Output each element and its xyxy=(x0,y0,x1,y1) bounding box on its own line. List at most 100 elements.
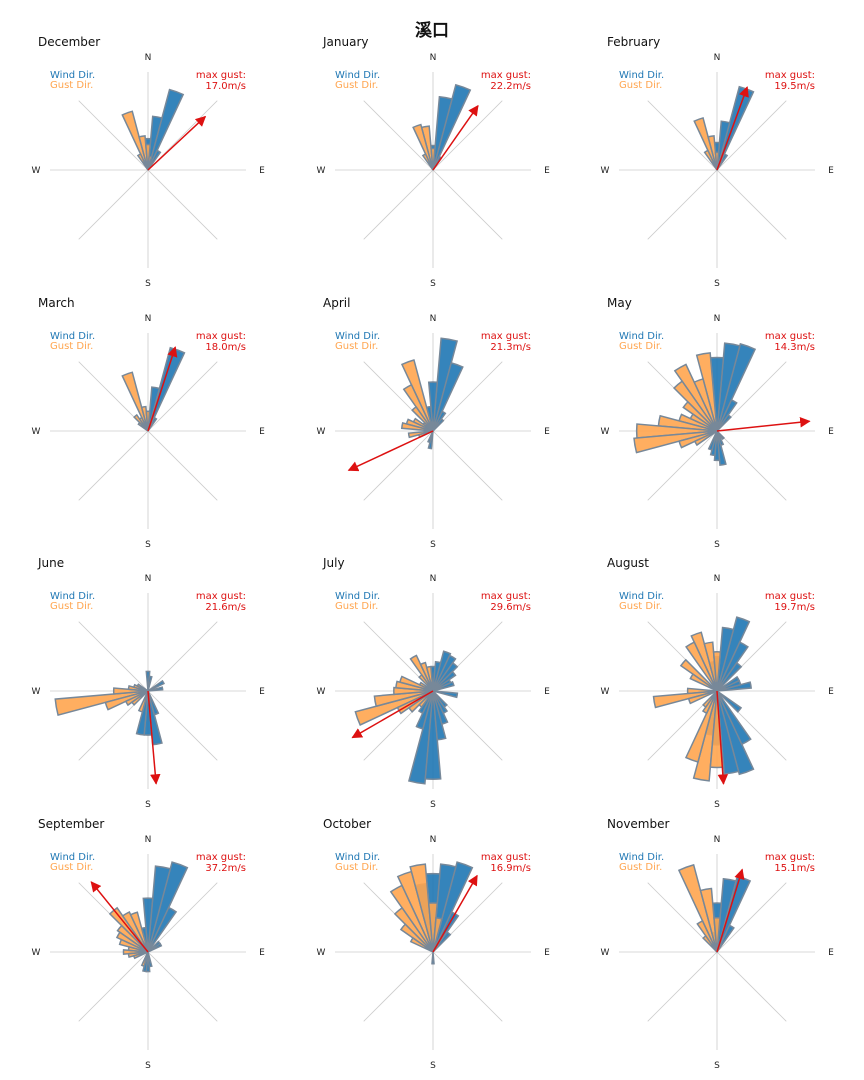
wind-wedge xyxy=(432,660,442,692)
wind-wedge xyxy=(147,675,153,692)
compass-label-w: W xyxy=(32,427,41,437)
max-gust-label: max gust: xyxy=(765,331,815,342)
max-gust-label: max gust: xyxy=(481,331,531,342)
wind-wedge xyxy=(716,661,743,692)
compass-label-e: E xyxy=(259,948,265,958)
max-gust-value: 16.9m/s xyxy=(490,863,531,874)
gust-wedge xyxy=(389,884,434,953)
legend-gust: Gust Dir. xyxy=(619,341,662,352)
gust-wedge xyxy=(409,936,434,953)
wind-wedge xyxy=(147,690,160,716)
gust-wedge xyxy=(418,673,434,692)
compass-label-w: W xyxy=(601,687,610,697)
gust-wedge xyxy=(121,371,149,432)
compass-label-s: S xyxy=(145,540,151,550)
compass-label-w: W xyxy=(32,166,41,176)
max-gust-value: 18.0m/s xyxy=(205,342,246,353)
max-gust-arrow xyxy=(432,104,479,171)
compass-label-n: N xyxy=(714,835,721,845)
max-gust-arrow xyxy=(716,417,811,432)
legend-wind: Wind Dir. xyxy=(335,331,380,342)
gust-wedge xyxy=(116,924,149,953)
compass-label-w: W xyxy=(317,948,326,958)
gust-wedge xyxy=(400,421,434,432)
legend-wind: Wind Dir. xyxy=(619,591,664,602)
wind-wedge xyxy=(707,430,718,451)
compass-label-e: E xyxy=(544,427,550,437)
gust-wedge xyxy=(689,673,718,692)
rose-november: N S W E November Wind Dir.Gust Dir. max gust:1… xyxy=(601,817,835,1071)
wind-wedge xyxy=(147,679,165,692)
max-gust-arrow xyxy=(716,86,749,171)
wind-wedge xyxy=(147,865,172,953)
gust-wedge xyxy=(127,946,149,953)
wind-wedge xyxy=(431,951,435,965)
wind-wedge xyxy=(716,342,741,432)
wind-wedge xyxy=(432,930,452,953)
month-title: December xyxy=(38,35,100,49)
gust-wedge xyxy=(144,143,152,171)
wind-wedge xyxy=(424,690,442,780)
compass-label-n: N xyxy=(430,574,437,584)
gust-wedge xyxy=(685,641,718,692)
compass-label-s: S xyxy=(430,279,436,289)
compass-label-s: S xyxy=(145,800,151,810)
compass-label-w: W xyxy=(601,166,610,176)
compass-label-n: N xyxy=(714,574,721,584)
legend-wind: Wind Dir. xyxy=(335,591,380,602)
compass-label-n: N xyxy=(714,314,721,324)
compass-label-s: S xyxy=(714,1061,720,1071)
compass-label-w: W xyxy=(317,687,326,697)
compass-label-n: N xyxy=(430,314,437,324)
gust-wedge xyxy=(140,951,149,968)
gust-wedge xyxy=(140,405,149,432)
gust-wedge xyxy=(432,917,443,953)
legend-gust: Gust Dir. xyxy=(50,862,93,873)
compass-label-s: S xyxy=(714,540,720,550)
max-gust-arrow xyxy=(347,430,434,472)
gust-wedge xyxy=(373,690,434,708)
month-title: June xyxy=(37,556,64,570)
gust-wedge xyxy=(699,887,718,953)
wind-wedge xyxy=(716,153,729,171)
max-gust-value: 21.6m/s xyxy=(205,602,246,613)
gust-wedge xyxy=(702,690,718,709)
max-gust-label: max gust: xyxy=(481,852,531,863)
wind-wedge xyxy=(147,951,153,968)
max-gust-label: max gust: xyxy=(481,591,531,602)
rose-march: N S W E March Wind Dir.Gust Dir. max gust:18.0… xyxy=(32,296,266,550)
month-title: September xyxy=(38,817,104,831)
compass-label-e: E xyxy=(544,948,550,958)
legend-wind: Wind Dir. xyxy=(619,852,664,863)
wind-wedge xyxy=(427,430,434,444)
gust-wedge xyxy=(672,380,718,432)
gust-wedge xyxy=(421,153,434,171)
wind-wedge xyxy=(716,413,732,432)
compass-label-n: N xyxy=(145,314,152,324)
wind-wedge xyxy=(716,924,735,953)
month-title: February xyxy=(607,35,660,49)
legend-wind: Wind Dir. xyxy=(619,331,664,342)
gust-wedge xyxy=(418,681,434,692)
gust-wedge xyxy=(112,687,149,695)
compass-label-e: E xyxy=(828,427,834,437)
gust-wedge xyxy=(136,683,149,692)
max-gust-arrow xyxy=(147,690,161,785)
wind-wedge xyxy=(147,940,162,953)
gust-wedge xyxy=(138,135,149,171)
compass-label-n: N xyxy=(430,835,437,845)
gust-wedge xyxy=(703,149,718,171)
compass-label-w: W xyxy=(317,427,326,437)
gust-wedge xyxy=(118,938,149,953)
max-gust-value: 21.3m/s xyxy=(490,342,531,353)
compass-label-e: E xyxy=(828,166,834,176)
gust-wedge xyxy=(132,951,149,960)
gust-wedge xyxy=(115,931,149,953)
page-title: 溪口 xyxy=(415,21,449,41)
gust-wedge xyxy=(137,690,149,713)
rose-january: N S W E January Wind Dir.Gust Dir. max gust:22… xyxy=(317,35,551,289)
rose-june: N S W E June Wind Dir.Gust Dir. max gust:21.6m… xyxy=(32,556,266,810)
compass-label-s: S xyxy=(714,800,720,810)
wind-wedge xyxy=(716,690,740,775)
max-gust-value: 29.6m/s xyxy=(490,602,531,613)
